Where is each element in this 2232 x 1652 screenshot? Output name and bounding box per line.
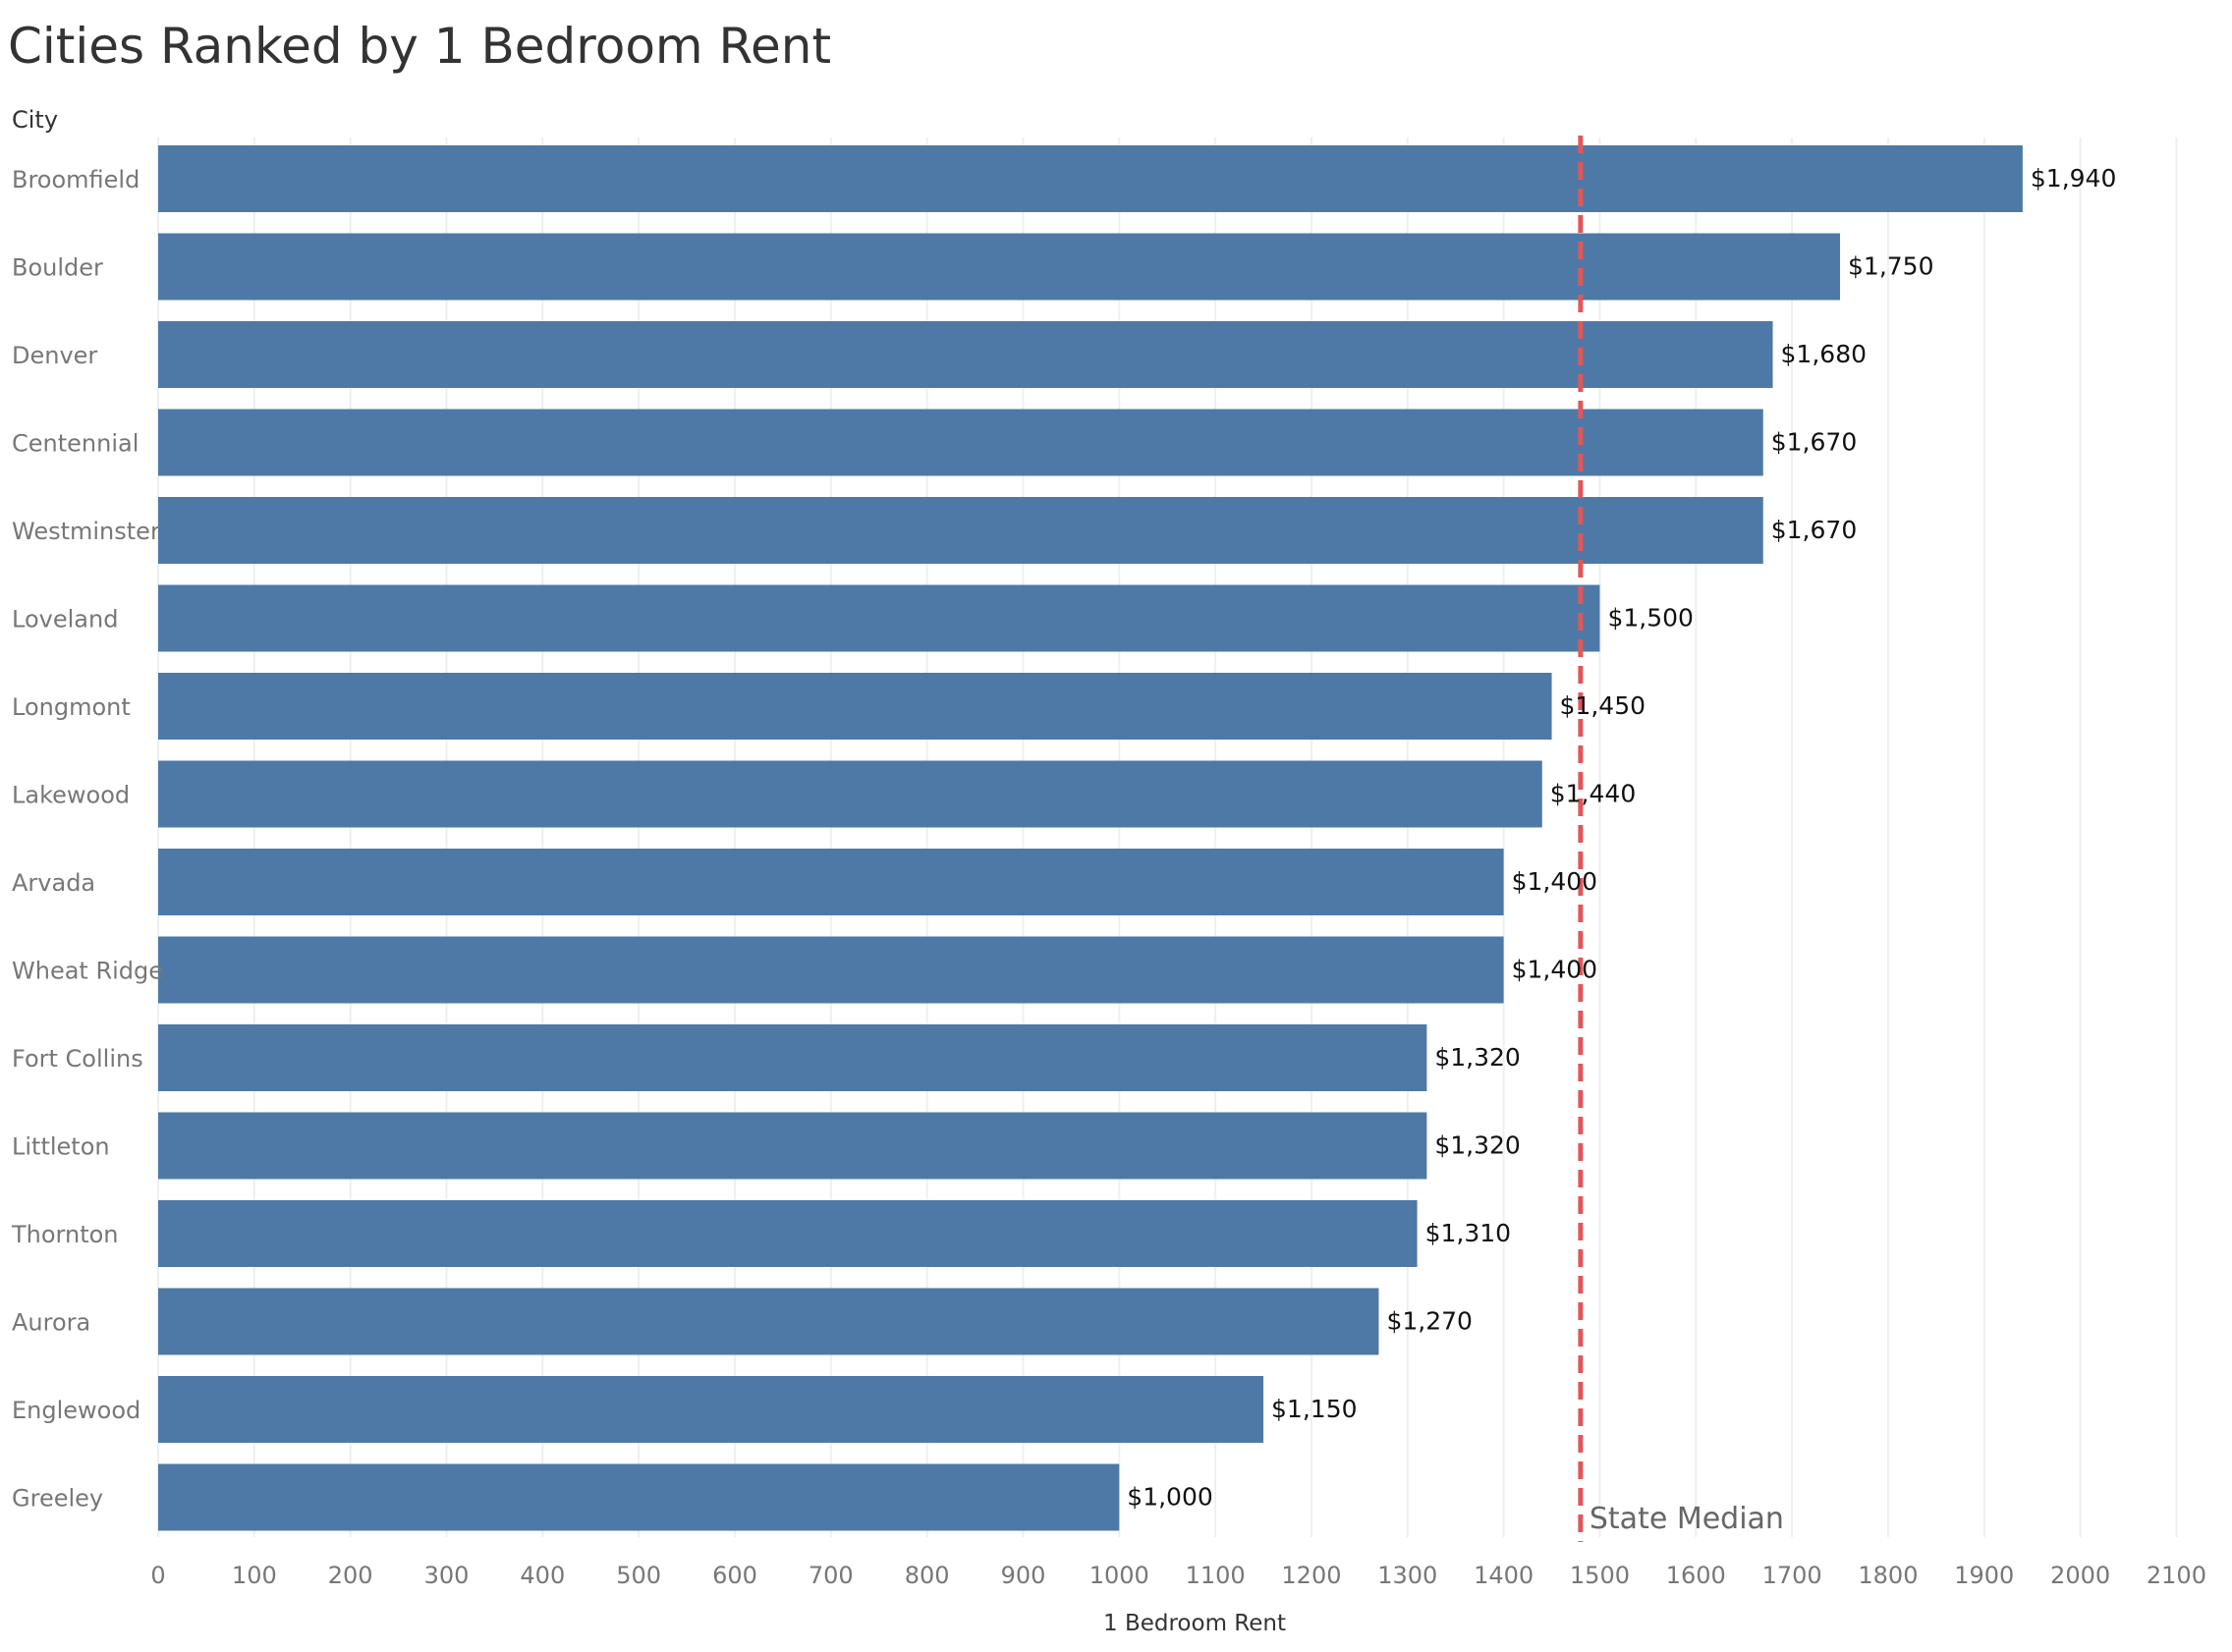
category-label: Centennial: [12, 430, 139, 458]
bar[interactable]: [158, 673, 1552, 740]
category-label: Loveland: [12, 606, 118, 633]
state-median-label: State Median: [1590, 1502, 1784, 1536]
chart-title: Cities Ranked by 1 Bedroom Rent: [8, 18, 832, 75]
data-label: $1,940: [2031, 164, 2116, 193]
x-tick-label: 1100: [1186, 1562, 1246, 1589]
x-tick-label: 200: [328, 1562, 373, 1589]
bar[interactable]: [158, 1024, 1427, 1091]
category-label: Broomfield: [12, 166, 140, 193]
data-label: $1,400: [1512, 867, 1597, 896]
category-labels: Broomfield Boulder Denver Centennial Westmin…: [11, 166, 163, 1513]
x-tick-label: 2000: [2050, 1562, 2110, 1589]
category-label: Arvada: [12, 869, 95, 897]
data-label: $1,000: [1127, 1483, 1212, 1512]
category-label: Thornton: [11, 1221, 119, 1248]
bar[interactable]: [158, 1288, 1379, 1355]
x-tick-label: 700: [809, 1562, 854, 1589]
data-label: $1,150: [1271, 1395, 1357, 1423]
x-axis-title: 1 Bedroom Rent: [1103, 1611, 1286, 1636]
x-tick-label: 1000: [1089, 1562, 1149, 1589]
x-tick-label: 1900: [1954, 1562, 2014, 1589]
x-tick-label: 1300: [1377, 1562, 1437, 1589]
x-tick-label: 1800: [1858, 1562, 1918, 1589]
data-label: $1,750: [1848, 252, 1933, 281]
x-tick-label: 500: [616, 1562, 661, 1589]
category-label: Longmont: [12, 693, 131, 721]
data-label: $1,500: [1607, 604, 1693, 633]
bar[interactable]: [158, 1112, 1427, 1180]
x-tick-labels: 0 100 200 300 400 500 600 700 800 900 1000 1100 1200…: [150, 1562, 2206, 1589]
data-labels: $1,940 $1,750 $1,680 $1,670 $1,670 $1,500 $1,4…: [1127, 164, 2116, 1512]
x-tick-label: 300: [424, 1562, 470, 1589]
x-tick-label: 600: [712, 1562, 757, 1589]
category-label: Englewood: [12, 1397, 140, 1424]
category-label: Westminster: [12, 518, 160, 545]
reference-line-group: State Median: [1578, 136, 1784, 1542]
bar[interactable]: [158, 584, 1600, 652]
data-label: $1,440: [1550, 780, 1636, 808]
data-label: $1,680: [1781, 340, 1867, 368]
data-label: $1,670: [1771, 516, 1857, 544]
x-tick-label: 1700: [1762, 1562, 1822, 1589]
bar[interactable]: [158, 1463, 1120, 1531]
bar[interactable]: [158, 409, 1763, 476]
data-label: $1,670: [1771, 428, 1857, 457]
x-tick-label: 400: [520, 1562, 565, 1589]
data-label: $1,320: [1434, 1131, 1520, 1160]
x-tick-label: 800: [905, 1562, 950, 1589]
bar[interactable]: [158, 1376, 1264, 1443]
category-label: Littleton: [12, 1133, 110, 1161]
data-label: $1,400: [1512, 956, 1597, 984]
bar[interactable]: [158, 936, 1504, 1004]
bar[interactable]: [158, 1200, 1418, 1267]
category-label: Aurora: [12, 1309, 90, 1337]
x-tick-label: 1200: [1281, 1562, 1341, 1589]
category-label: Fort Collins: [12, 1045, 143, 1073]
category-label: Wheat Ridge: [12, 958, 163, 985]
x-tick-label: 900: [1001, 1562, 1046, 1589]
bar[interactable]: [158, 760, 1542, 828]
bar[interactable]: [158, 321, 1773, 388]
data-label: $1,310: [1425, 1219, 1511, 1247]
bar[interactable]: [158, 233, 1841, 301]
x-tick-label: 1400: [1474, 1562, 1534, 1589]
y-axis-header: City: [12, 106, 59, 134]
data-label: $1,270: [1386, 1307, 1472, 1336]
bar[interactable]: [158, 849, 1504, 915]
category-label: Lakewood: [12, 782, 130, 809]
x-tick-label: 2100: [2147, 1562, 2206, 1589]
category-label: Boulder: [12, 254, 103, 282]
category-label: Greeley: [12, 1485, 103, 1513]
bar[interactable]: [158, 497, 1763, 564]
x-tick-label: 100: [232, 1562, 277, 1589]
category-label: Denver: [12, 342, 97, 369]
bars: [158, 145, 2023, 1531]
data-label: $1,450: [1560, 691, 1646, 720]
bar[interactable]: [158, 145, 2023, 212]
x-tick-label: 1500: [1570, 1562, 1630, 1589]
x-tick-label: 1600: [1666, 1562, 1726, 1589]
data-label: $1,320: [1434, 1043, 1520, 1072]
x-tick-label: 0: [150, 1562, 165, 1589]
